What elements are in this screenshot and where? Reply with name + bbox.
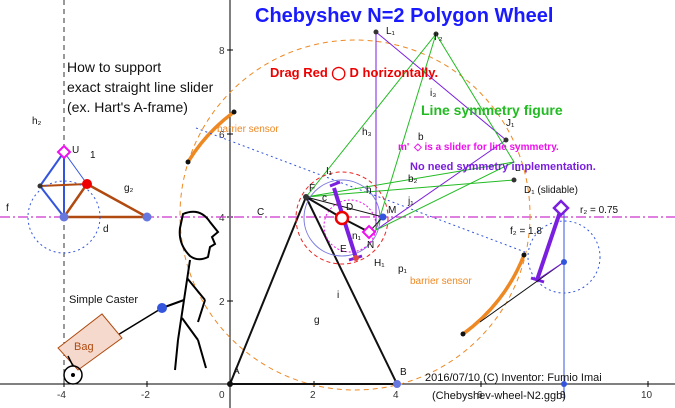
line-L1-J1: [375, 31, 507, 141]
symmetry-slider-diamond[interactable]: [361, 224, 377, 240]
y-tick-label: 8: [219, 46, 225, 57]
hart-dotted-circle: [27, 180, 101, 254]
x-tick-label: 8: [560, 390, 566, 401]
label-N: N: [367, 240, 374, 251]
label-g: g: [314, 315, 320, 326]
support-text-line-3: (ex. Hart's A-frame): [67, 99, 188, 115]
dotted-diagonal: [195, 127, 526, 253]
hart-slider-diamond[interactable]: [56, 144, 72, 160]
slider-link: [535, 208, 563, 281]
y-tick-label: 2: [219, 297, 225, 308]
f2-label: f₂ = 1.8: [510, 226, 542, 237]
x-tick-label: -2: [141, 390, 150, 401]
slider-dotted-circle: [527, 220, 601, 294]
point-B[interactable]: [393, 380, 401, 388]
filename-text: (Chebyshev-wheel-N2.ggb): [432, 390, 566, 402]
line-symmetry-label: Line symmetry figure: [421, 102, 563, 118]
label-one: 1: [90, 150, 96, 161]
label-p1: p₁: [398, 264, 408, 275]
slider-D1-label: D₁ (slidable): [524, 185, 578, 196]
label-I1: I₁: [326, 166, 333, 177]
x-tick-label: 4: [393, 390, 399, 401]
barrier-circle: [179, 39, 531, 391]
label-i: i: [337, 290, 339, 301]
label-L: L: [515, 163, 521, 174]
magenta-dotted-circle: [323, 199, 377, 253]
slider-note-prefix: m': [398, 142, 409, 153]
draggable-point-D[interactable]: [334, 210, 350, 226]
bag-label: Bag: [74, 341, 94, 353]
barrier-arc-bottom: [461, 254, 526, 336]
label-E: E: [340, 244, 347, 255]
y-tick-label: 6: [219, 130, 225, 141]
label-H1: H₁: [374, 258, 385, 269]
red-dashed-circle: [295, 171, 389, 265]
label-D: D: [346, 202, 353, 213]
label-b2: b₂: [408, 174, 418, 185]
symmetry-figure: [304, 33, 515, 198]
label-n1: n₁: [352, 231, 362, 242]
x-tick-label: -4: [57, 390, 66, 401]
label-M: M: [388, 205, 396, 216]
point-F[interactable]: [303, 194, 309, 200]
label-i3: i₃: [430, 88, 436, 99]
label-j1: j₁: [407, 196, 414, 207]
label-h: h: [366, 185, 372, 196]
label-f: f: [6, 203, 9, 214]
x-tick-label: 2: [310, 390, 316, 401]
label-L1: L₁: [386, 26, 396, 37]
support-text-line-1: How to support: [67, 59, 161, 75]
label-A: A: [233, 366, 240, 377]
label-b: b: [418, 132, 424, 143]
x-tick-label: 10: [641, 390, 653, 401]
label-I2: I'₂: [434, 32, 443, 43]
simple-caster-label: Simple Caster: [69, 294, 138, 306]
slider-D1-diamond[interactable]: [552, 199, 570, 217]
slider-note: ◇ is a slider for line symmetry.: [413, 142, 559, 153]
r2-label: r₂ = 0.75: [580, 205, 619, 216]
point-M[interactable]: [379, 213, 387, 221]
label-h3: h₃: [362, 127, 372, 138]
page-title: Chebyshev N=2 Polygon Wheel: [255, 5, 553, 27]
frame-triangle: [228, 194, 399, 385]
label-d: d: [103, 224, 109, 235]
hart-frame: [61, 182, 148, 219]
caster-handle-point[interactable]: [157, 303, 167, 313]
no-symmetry-note: No need symmetry implementation.: [410, 161, 596, 173]
point-A[interactable]: [227, 381, 233, 387]
label-B: B: [400, 367, 407, 378]
label-F: F: [309, 183, 315, 194]
stick-figure: [161, 210, 220, 371]
y-tick-label: 4: [219, 213, 225, 224]
label-J1: J₁: [506, 118, 515, 129]
barrier-sensor-top-label: barrier sensor: [217, 124, 279, 135]
label-g2: g₂: [124, 183, 134, 194]
drag-instruction: Drag Red ◯ D horizontally.: [270, 65, 438, 81]
label-h2: h₂: [32, 116, 42, 127]
x-tick-label: 6: [477, 390, 483, 401]
barrier-arc-top: [186, 110, 236, 163]
barrier-sensor-bottom-label: barrier sensor: [410, 276, 472, 287]
label-c: c: [322, 193, 327, 204]
x-tick-label: 0: [219, 390, 225, 401]
line-J1-E: [375, 139, 507, 231]
label-C: C: [257, 207, 264, 218]
support-text-line-2: exact straight line slider: [67, 79, 214, 95]
credit-text: 2016/07/10 (C) Inventor: Fumio Imai: [425, 372, 602, 384]
label-U: U: [72, 145, 79, 156]
